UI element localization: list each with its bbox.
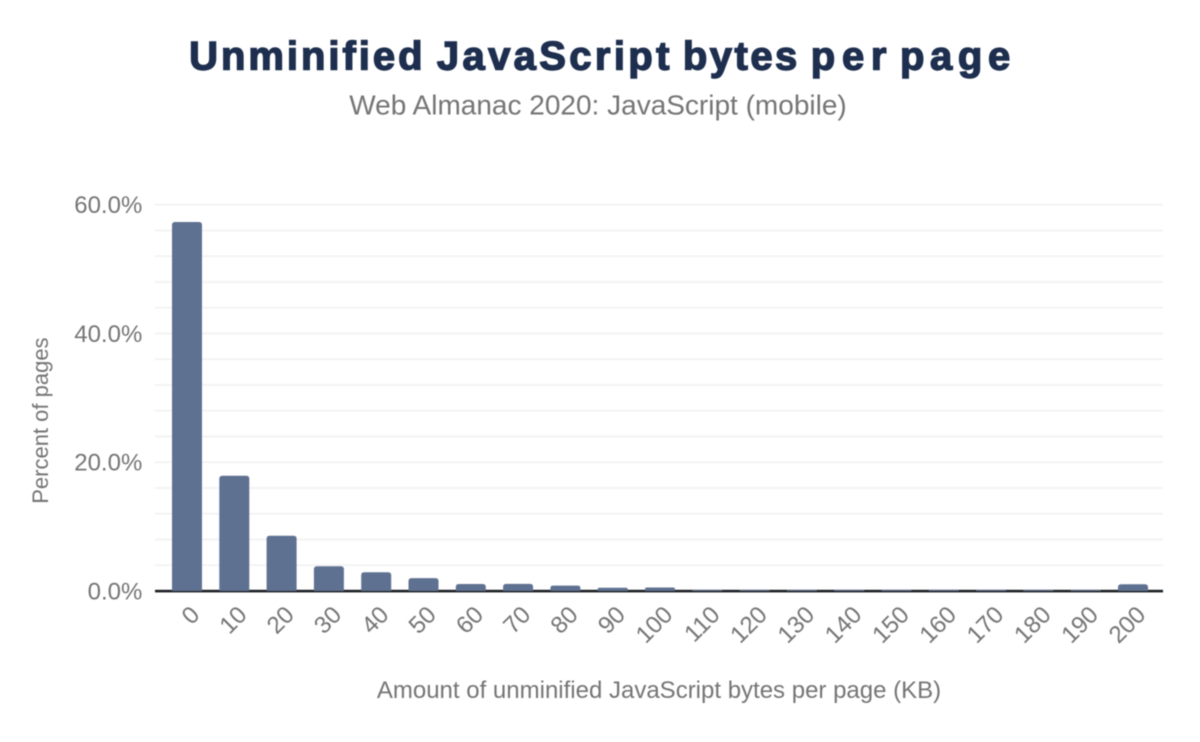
- svg-text:per: per: [811, 34, 887, 78]
- svg-text:Percent of pages: Percent of pages: [28, 337, 53, 503]
- svg-text:JavaScript: JavaScript: [437, 34, 670, 78]
- svg-text:bytes: bytes: [683, 34, 797, 78]
- svg-text:Amount of unminified JavaScrip: Amount of unminified JavaScript bytes pe…: [377, 677, 941, 704]
- svg-text:60.0%: 60.0%: [74, 192, 142, 219]
- svg-text:Unminified: Unminified: [189, 34, 422, 78]
- svg-text:20.0%: 20.0%: [74, 450, 142, 477]
- svg-text:Web Almanac 2020: JavaScript (: Web Almanac 2020: JavaScript (mobile): [349, 90, 847, 121]
- svg-text:0.0%: 0.0%: [88, 578, 143, 605]
- svg-text:40.0%: 40.0%: [74, 321, 142, 348]
